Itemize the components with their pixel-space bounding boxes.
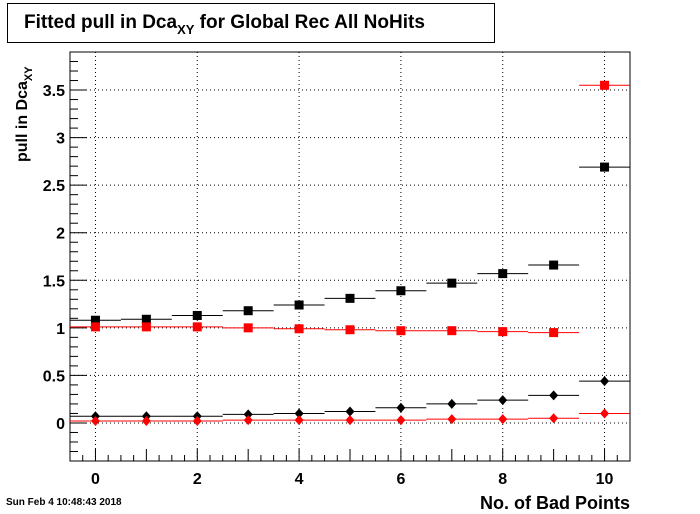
- y-tick-label: 1.5: [43, 273, 65, 290]
- data-point-square: [600, 80, 610, 90]
- chart-title: Fitted pull in DcaXY for Global Rec All …: [24, 12, 425, 37]
- data-point-diamond: [447, 398, 457, 409]
- data-point-diamond: [498, 395, 508, 406]
- y-tick-label: 1: [56, 321, 65, 338]
- x-tick-label: 8: [498, 471, 507, 488]
- data-point-diamond: [600, 376, 610, 387]
- data-point-square: [396, 326, 406, 336]
- data-point-diamond: [90, 416, 100, 427]
- data-point-diamond: [345, 406, 355, 417]
- data-point-square: [345, 293, 355, 303]
- data-point-square: [243, 306, 253, 316]
- y-axis-label: pull in DcaXY: [14, 66, 35, 162]
- data-point-square: [90, 322, 100, 332]
- data-point-diamond: [294, 408, 304, 419]
- x-axis-label: No. of Bad Points: [480, 493, 630, 513]
- data-point-square: [141, 322, 151, 332]
- plot-frame: [69, 51, 631, 462]
- data-point-square: [345, 325, 355, 335]
- series-1: [70, 80, 630, 338]
- data-point-square: [498, 269, 508, 279]
- y-tick-label: 0.5: [43, 368, 65, 385]
- x-tick-label: 10: [596, 471, 614, 488]
- data-point-square: [447, 278, 457, 288]
- data-point-square: [294, 300, 304, 310]
- data-point-square: [294, 324, 304, 334]
- x-tick-label: 4: [295, 471, 304, 488]
- y-tick-label: 2: [56, 226, 65, 243]
- data-point-square: [447, 326, 457, 336]
- y-tick-label: 3.5: [43, 83, 65, 100]
- data-point-square: [192, 310, 202, 320]
- data-point-square: [549, 260, 559, 270]
- data-point-diamond: [396, 415, 406, 426]
- data-marks: [70, 80, 630, 427]
- axes: 0 2 4 6 8 10 0 0.5 1 1.5 2 2.5 3 3.5: [43, 51, 631, 488]
- data-point-diamond: [192, 416, 202, 427]
- data-point-diamond: [447, 414, 457, 425]
- data-point-diamond: [243, 409, 253, 420]
- data-point-diamond: [345, 415, 355, 426]
- data-point-square: [243, 323, 253, 333]
- data-point-square: [90, 315, 100, 325]
- data-point-diamond: [396, 402, 406, 413]
- data-point-square: [600, 162, 610, 172]
- data-point-square: [396, 286, 406, 296]
- data-point-diamond: [498, 414, 508, 425]
- y-tick-label: 2.5: [43, 178, 65, 195]
- series-2: [70, 376, 630, 422]
- data-point-diamond: [294, 415, 304, 426]
- grid-lines: [70, 52, 630, 461]
- data-point-diamond: [141, 416, 151, 427]
- y-tick-label: 0: [56, 416, 65, 433]
- x-tick-label: 0: [91, 471, 100, 488]
- timestamp: Sun Feb 4 10:48:43 2018: [6, 497, 122, 508]
- data-point-square: [192, 322, 202, 332]
- y-tick-label: 3: [56, 131, 65, 148]
- data-point-diamond: [243, 415, 253, 426]
- data-point-diamond: [549, 390, 559, 401]
- data-point-square: [498, 327, 508, 337]
- data-point-diamond: [600, 408, 610, 419]
- data-point-square: [141, 314, 151, 324]
- data-point-diamond: [549, 413, 559, 424]
- data-point-square: [549, 328, 559, 338]
- title-box: Fitted pull in DcaXY for Global Rec All …: [7, 3, 495, 43]
- series-0: [70, 162, 630, 325]
- series-3: [70, 408, 630, 427]
- x-tick-label: 2: [193, 471, 202, 488]
- x-tick-label: 6: [396, 471, 405, 488]
